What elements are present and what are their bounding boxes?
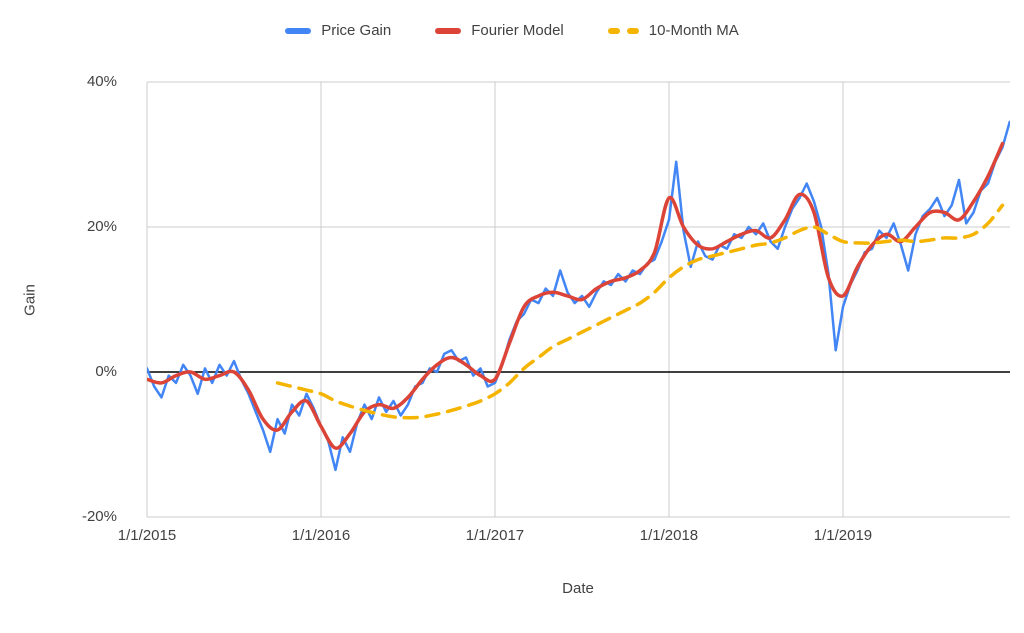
legend-item-fourier-model[interactable]: Fourier Model [435,22,564,39]
legend-item-10-month-ma[interactable]: 10-Month MA [607,22,739,39]
price-gain-line-icon [285,27,312,34]
x-tick-label: 1/1/2015 [117,527,177,544]
legend-label-10-month-ma: 10-Month MA [648,22,739,39]
x-tick-label: 1/1/2019 [813,527,873,544]
y-axis-title: Gain [21,284,39,316]
y-tick-label: 20% [86,218,117,235]
x-tick-label: 1/1/2016 [291,527,351,544]
legend-label-price-gain: Price Gain [321,22,392,39]
fourier-model-line-icon [435,27,462,34]
legend-item-price-gain[interactable]: Price Gain [285,22,391,39]
x-tick-label: 1/1/2017 [465,527,525,544]
chart-legend: Price Gain Fourier Model 10-Month MA [0,22,1024,39]
ma-dashed-line-icon [607,27,639,34]
x-tick-label: 1/1/2018 [639,527,699,544]
x-axis-title: Date [562,580,594,597]
y-tick-label: -20% [81,508,117,525]
y-tick-label: 40% [86,73,117,90]
y-tick-label: 0% [95,363,117,380]
legend-label-fourier-model: Fourier Model [471,22,564,39]
